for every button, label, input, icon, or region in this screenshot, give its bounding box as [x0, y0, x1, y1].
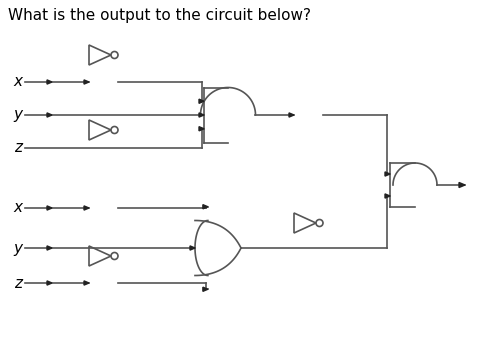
Polygon shape: [198, 99, 204, 103]
Text: z: z: [14, 141, 22, 155]
Text: What is the output to the circuit below?: What is the output to the circuit below?: [8, 8, 310, 23]
Polygon shape: [198, 127, 204, 131]
Text: y: y: [14, 107, 22, 122]
Polygon shape: [198, 113, 204, 117]
Polygon shape: [384, 172, 389, 176]
Circle shape: [111, 126, 118, 134]
Circle shape: [111, 51, 118, 58]
Polygon shape: [202, 204, 208, 209]
Polygon shape: [84, 80, 89, 84]
Polygon shape: [384, 194, 389, 198]
Polygon shape: [89, 45, 111, 65]
Text: z: z: [14, 275, 22, 290]
Polygon shape: [89, 246, 111, 266]
Polygon shape: [47, 80, 52, 84]
Polygon shape: [47, 281, 52, 285]
Polygon shape: [293, 213, 316, 233]
Text: x: x: [14, 200, 22, 216]
Circle shape: [111, 252, 118, 260]
Text: x: x: [14, 74, 22, 90]
Polygon shape: [47, 246, 52, 250]
Polygon shape: [458, 183, 464, 188]
Polygon shape: [195, 220, 241, 275]
Polygon shape: [200, 88, 255, 143]
Polygon shape: [47, 113, 52, 117]
Circle shape: [316, 219, 322, 226]
Polygon shape: [84, 206, 89, 210]
Polygon shape: [47, 206, 52, 210]
Polygon shape: [190, 246, 195, 250]
Polygon shape: [288, 113, 293, 117]
Polygon shape: [202, 287, 208, 291]
Polygon shape: [89, 120, 111, 140]
Polygon shape: [84, 281, 89, 285]
Text: y: y: [14, 241, 22, 256]
Polygon shape: [389, 163, 436, 207]
